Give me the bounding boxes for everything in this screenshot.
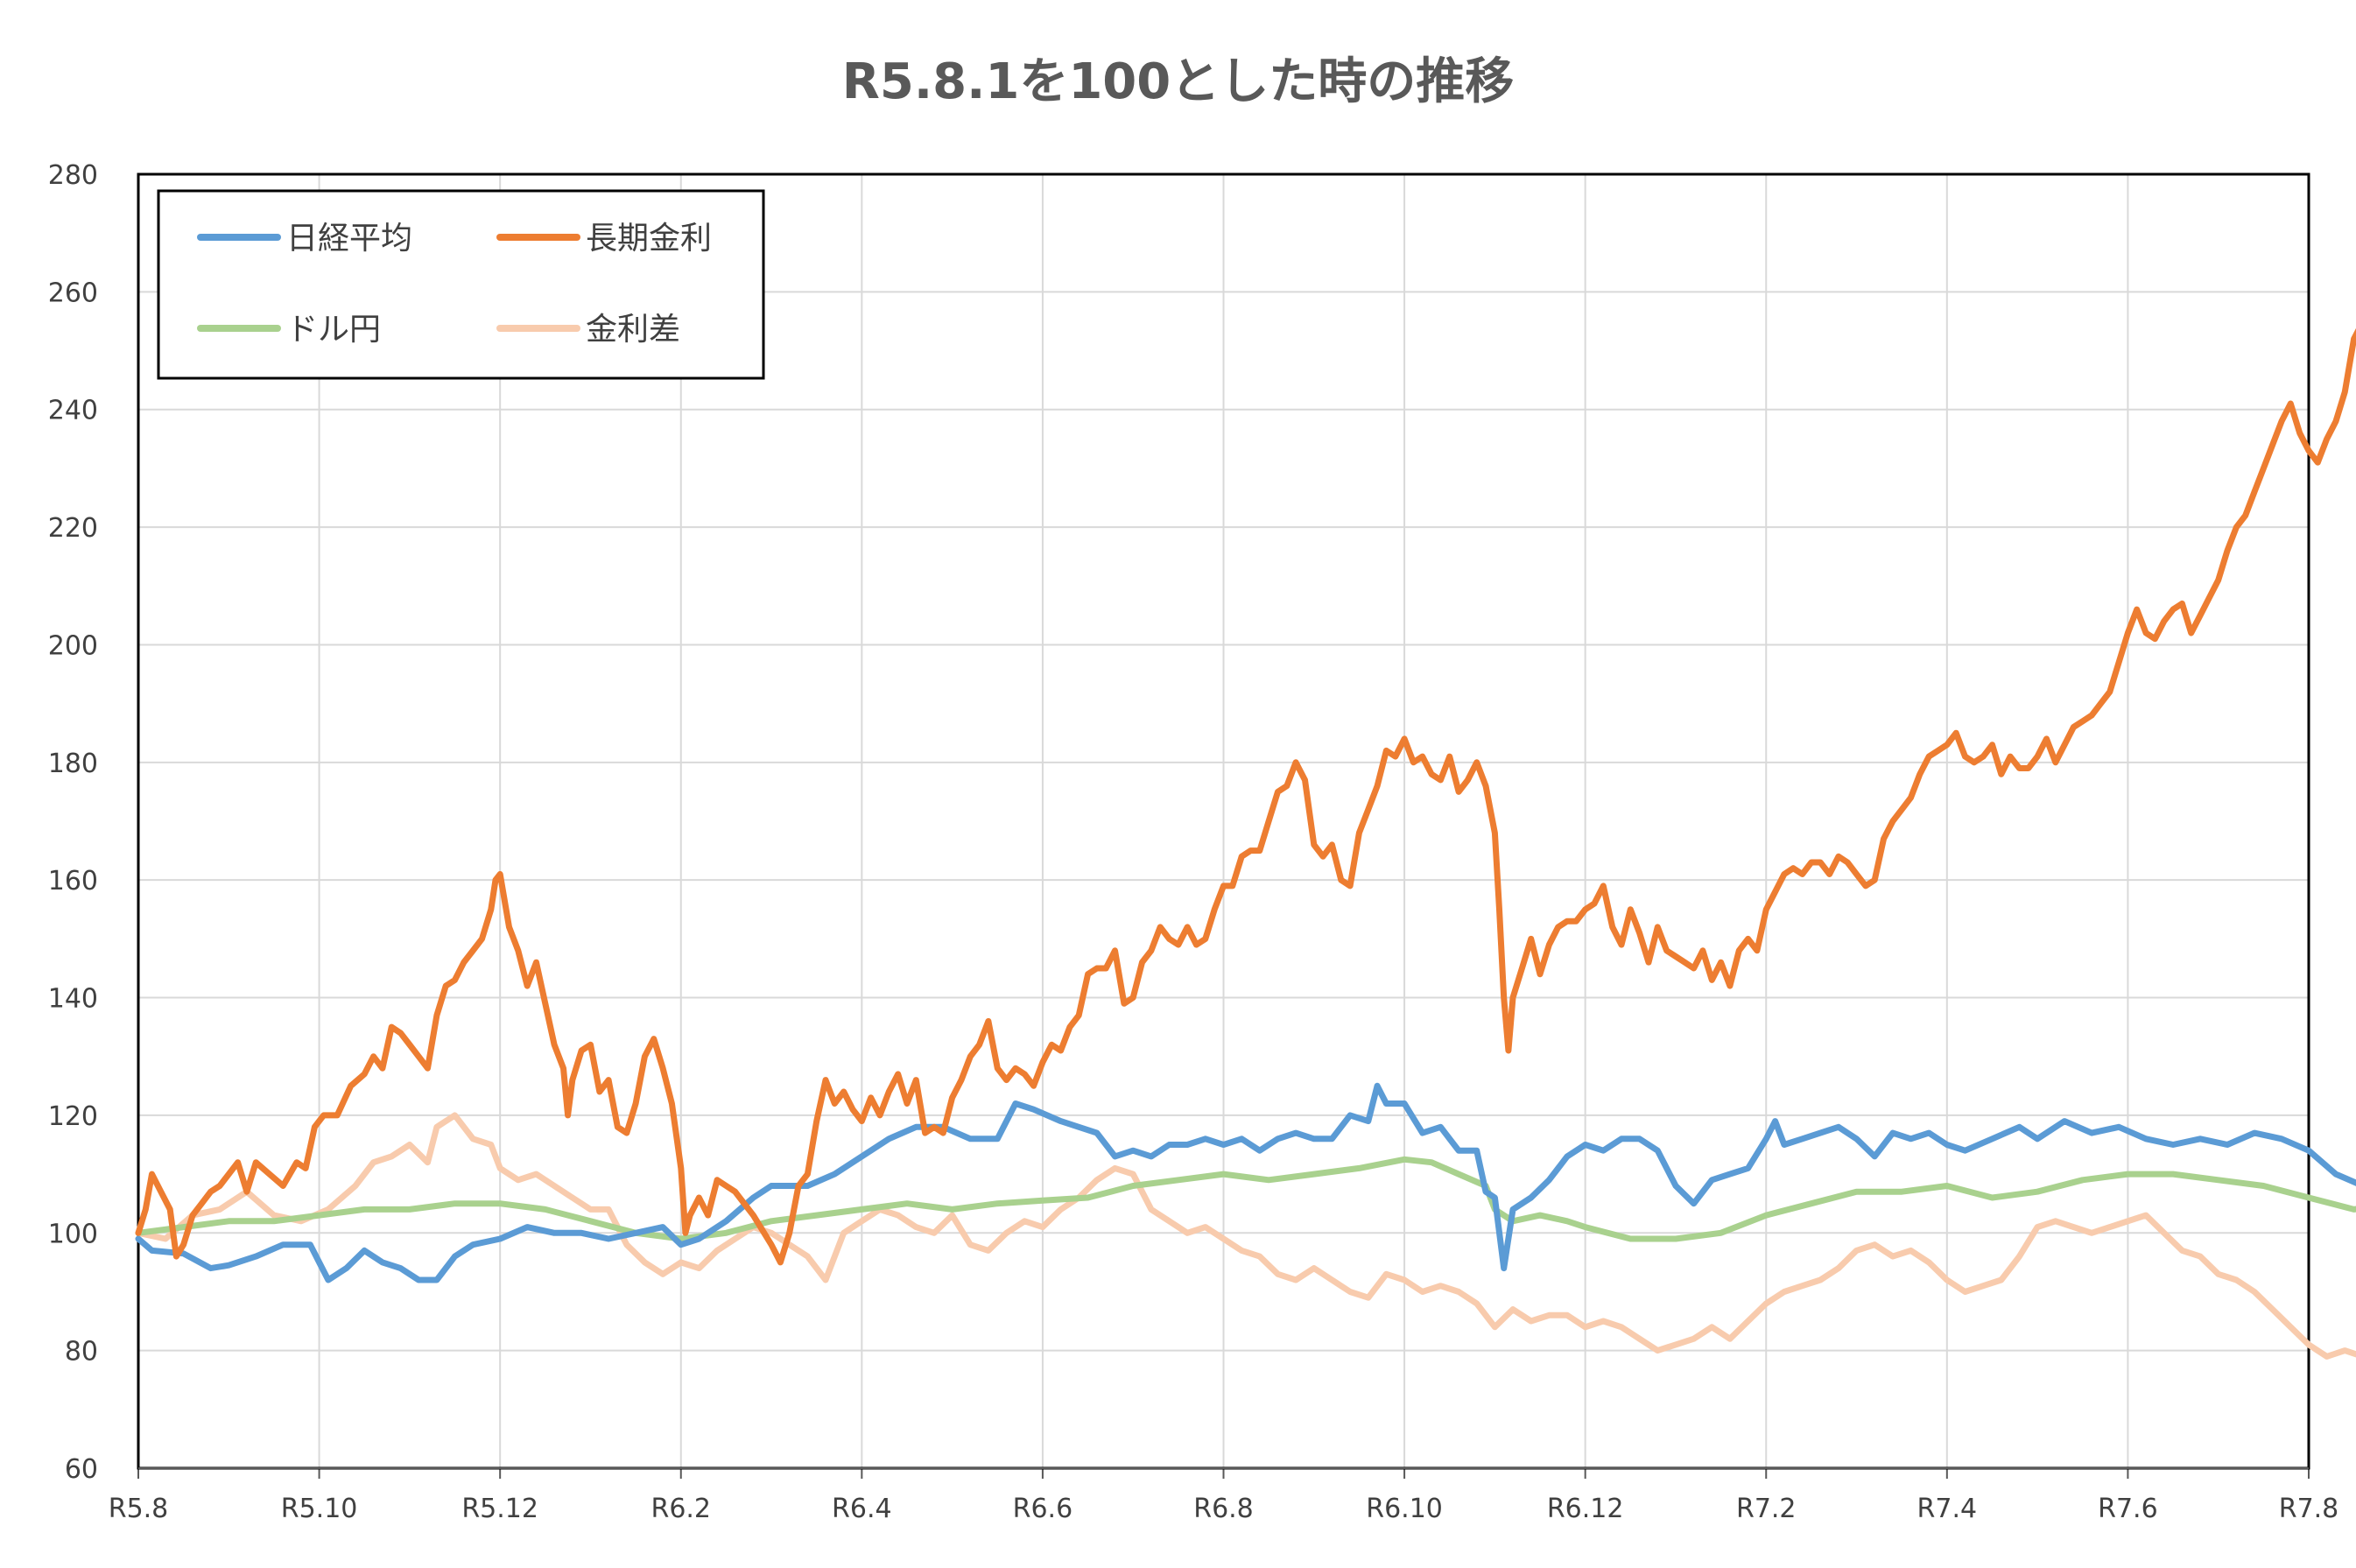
x-tick-label: R7.4 xyxy=(1917,1494,1978,1524)
legend-label-2: 長期金利 xyxy=(586,221,712,257)
y-tick-label: 60 xyxy=(65,1454,98,1485)
y-tick-label: 140 xyxy=(48,984,98,1015)
y-tick-label: 240 xyxy=(48,396,98,426)
x-tick-label: R6.12 xyxy=(1547,1494,1624,1524)
y-tick-label: 100 xyxy=(48,1219,98,1249)
x-tick-label: R5.12 xyxy=(461,1494,538,1524)
x-tick-label: R5.10 xyxy=(281,1494,358,1524)
y-tick-label: 160 xyxy=(48,866,98,897)
series-line-4 xyxy=(135,1112,2356,1360)
x-tick-label: R5.8 xyxy=(109,1494,169,1524)
x-tick-label: R6.2 xyxy=(651,1494,711,1524)
x-tick-label: R7.8 xyxy=(2279,1494,2339,1524)
y-tick-label: 120 xyxy=(48,1101,98,1132)
series-lines xyxy=(135,327,2356,1360)
series-line-1 xyxy=(135,1082,2356,1283)
x-tick-label: R6.10 xyxy=(1366,1494,1443,1524)
y-tick-label: 200 xyxy=(48,630,98,661)
x-tick-label: R7.2 xyxy=(1736,1494,1797,1524)
series-line-3 xyxy=(135,1156,2356,1242)
y-tick-label: 80 xyxy=(65,1337,98,1368)
x-tick-label: R6.8 xyxy=(1193,1494,1254,1524)
axes: 60 80 100 120 140 160 180 200 220 240 260 280 R5.8 R5… xyxy=(48,160,2339,1524)
legend-box xyxy=(157,189,765,380)
series-line-2 xyxy=(135,327,2356,1266)
legend-label-1: 日経平均 xyxy=(286,221,412,257)
y-tick-label: 180 xyxy=(48,749,98,779)
legend-label-4: 金利差 xyxy=(586,312,680,348)
legend-label-3: ドル円 xyxy=(286,312,381,348)
x-tick-label: R6.4 xyxy=(832,1494,892,1524)
x-tick-label: R7.6 xyxy=(2098,1494,2158,1524)
x-tick-label: R6.6 xyxy=(1013,1494,1073,1524)
chart-title: R5.8.1を100とした時の推移 xyxy=(841,53,1515,110)
y-tick-label: 280 xyxy=(48,160,98,191)
y-tick-label: 260 xyxy=(48,278,98,308)
y-tick-label: 220 xyxy=(48,513,98,544)
gridlines xyxy=(137,173,2310,1469)
